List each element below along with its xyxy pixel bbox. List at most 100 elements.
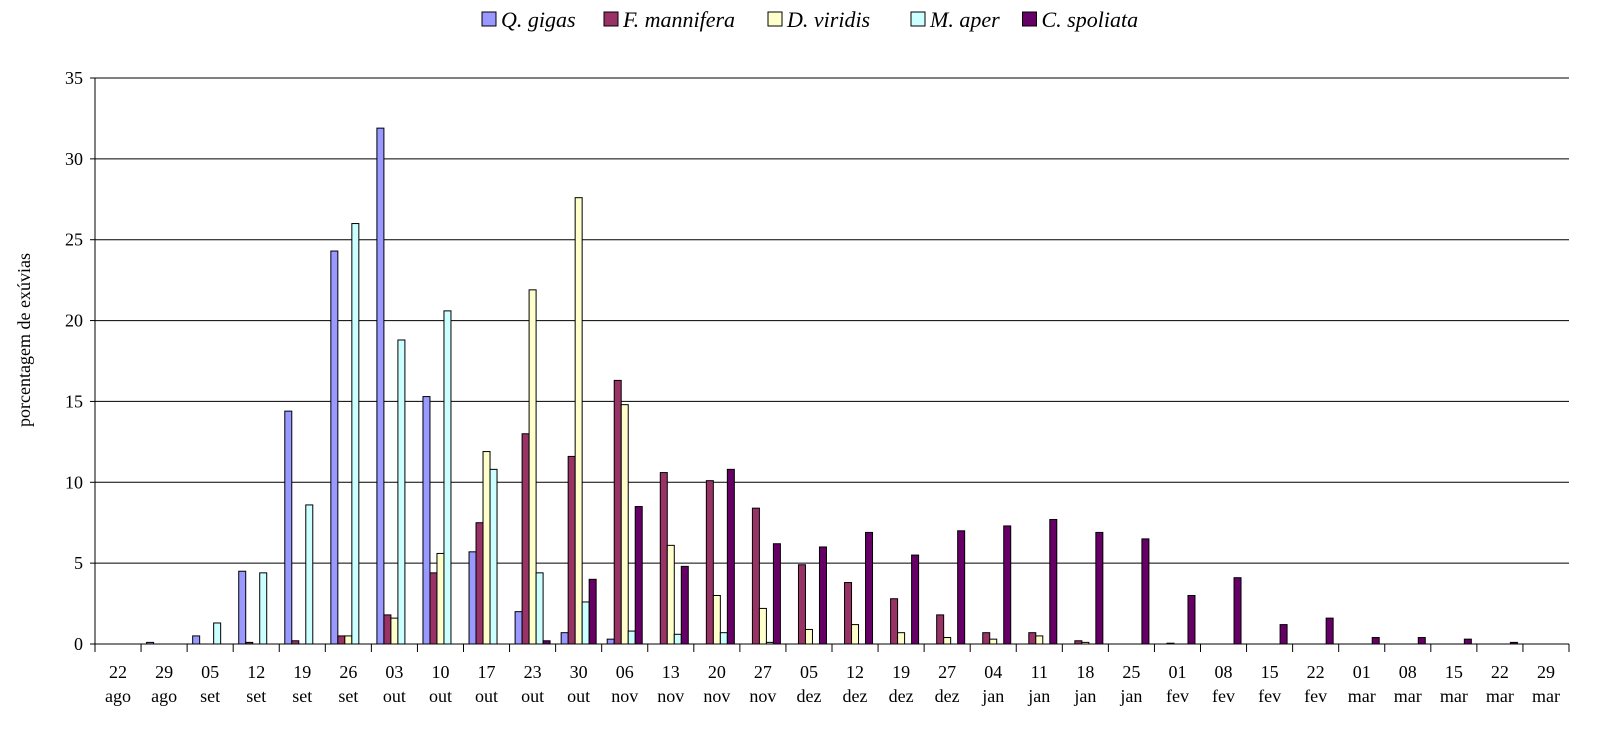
bar: [1463, 638, 1472, 645]
y-tick-label: 15: [65, 391, 83, 411]
legend-swatch: [767, 11, 783, 27]
bar: [719, 632, 728, 645]
bar: [574, 197, 583, 645]
bar: [680, 565, 689, 645]
bar: [192, 635, 201, 645]
x-tick-label: 27 dez: [935, 662, 960, 706]
x-tick-label: 23 out: [521, 662, 544, 706]
bar: [1187, 594, 1196, 645]
x-tick-label: 17 out: [475, 662, 498, 706]
x-tick-label: 04 jan: [981, 662, 1004, 706]
legend-label: Q. gigas: [501, 7, 576, 32]
bar: [1279, 624, 1288, 645]
bar: [560, 632, 569, 645]
bar: [376, 127, 385, 645]
legend-label: F. mannifera: [622, 7, 735, 32]
bar: [620, 404, 629, 645]
bar: [751, 507, 760, 645]
bar: [1141, 538, 1150, 645]
bar: [705, 480, 714, 645]
legend-swatch: [910, 11, 926, 27]
bar: [1028, 632, 1037, 645]
x-tick-label: 30 out: [567, 662, 590, 706]
bar: [482, 451, 491, 645]
x-tick-label: 27 nov: [749, 662, 776, 706]
bar: [989, 638, 998, 645]
x-tick-label: 01 mar: [1348, 662, 1376, 706]
bar: [1371, 637, 1380, 645]
bar: [443, 310, 452, 645]
bar: [337, 635, 346, 645]
x-tick-label: 19 set: [292, 662, 312, 706]
bar: [567, 455, 576, 645]
bar: [344, 635, 353, 645]
bar: [865, 531, 874, 645]
bar: [659, 472, 668, 645]
bar: [1003, 525, 1012, 645]
bar: [673, 633, 682, 645]
bar: [851, 624, 860, 645]
x-tick-label: 12 dez: [843, 662, 868, 706]
bar: [284, 410, 293, 645]
bar: [436, 552, 445, 645]
x-tick-label: 11 jan: [1027, 662, 1050, 706]
x-tick-label: 22 ago: [105, 662, 131, 706]
bar: [613, 379, 622, 645]
y-tick-label: 10: [65, 472, 83, 492]
bar: [634, 506, 643, 645]
legend-swatch: [481, 11, 497, 27]
bar: [383, 614, 392, 645]
bar: [936, 614, 945, 645]
x-tick-label: 08 mar: [1394, 662, 1422, 706]
x-tick-label: 06 nov: [611, 662, 638, 706]
bar: [351, 223, 360, 645]
x-tick-label: 29 mar: [1532, 662, 1560, 706]
legend-label: D. viridis: [786, 7, 870, 32]
x-tick-label: 01 fev: [1166, 662, 1189, 706]
bar: [666, 544, 675, 645]
bar: [422, 396, 431, 645]
x-tick-label: 05 dez: [796, 662, 821, 706]
x-tick-label: 10 out: [429, 662, 452, 706]
bar: [390, 617, 399, 645]
bar: [726, 468, 735, 645]
bar: [581, 601, 590, 645]
bar: [588, 578, 597, 645]
bar: [1325, 617, 1334, 645]
y-tick-label: 0: [74, 634, 83, 654]
legend-swatch: [603, 11, 619, 27]
bar: [1049, 518, 1058, 645]
y-tick-label: 25: [65, 230, 83, 250]
legend: Q. gigas F. mannifera D. viridis M. aper C. …: [481, 7, 1138, 32]
y-axis-title: porcentagem de exúvias: [14, 253, 34, 427]
bar: [797, 564, 806, 645]
bar: [429, 572, 438, 645]
bar: [943, 637, 952, 645]
bar: [213, 622, 222, 645]
bar: [957, 530, 966, 645]
y-tick-label: 5: [74, 553, 83, 573]
bar: [468, 551, 477, 645]
x-tick-label: 08 fev: [1212, 662, 1235, 706]
x-tick-label: 13 nov: [657, 662, 684, 706]
x-tick-label: 03 out: [383, 662, 406, 706]
bar: [982, 632, 991, 645]
y-tick-label: 20: [65, 311, 83, 331]
bar: [844, 582, 853, 645]
bar: [489, 468, 498, 645]
bar: [535, 572, 544, 645]
bar: [1095, 531, 1104, 645]
bar: [897, 632, 906, 645]
x-tick-label: 05 set: [200, 662, 220, 706]
bar: [818, 546, 827, 645]
bar: [804, 628, 813, 645]
bar: [238, 570, 247, 645]
x-tick-label: 15 fev: [1258, 662, 1281, 706]
y-tick-label: 35: [65, 68, 83, 88]
x-tick-label: 18 jan: [1073, 662, 1096, 706]
bar: [305, 504, 314, 645]
bar: [1233, 577, 1242, 645]
bar: [758, 607, 767, 645]
bar: [890, 598, 899, 645]
